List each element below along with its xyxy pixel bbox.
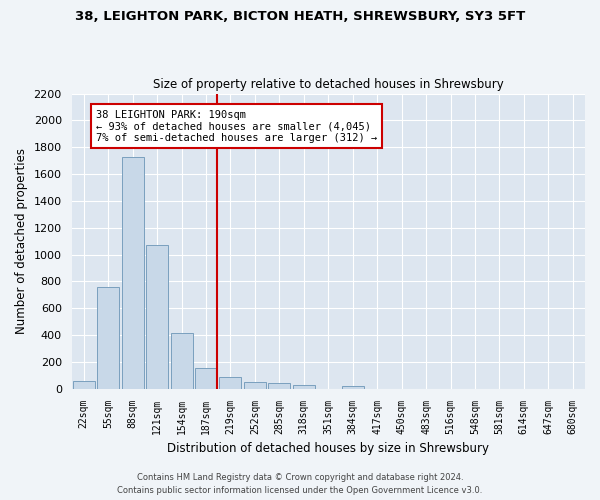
- Text: 38, LEIGHTON PARK, BICTON HEATH, SHREWSBURY, SY3 5FT: 38, LEIGHTON PARK, BICTON HEATH, SHREWSB…: [75, 10, 525, 23]
- Bar: [244, 382, 266, 388]
- Bar: [73, 382, 95, 388]
- Bar: [170, 333, 193, 388]
- Text: 38 LEIGHTON PARK: 190sqm
← 93% of detached houses are smaller (4,045)
7% of semi: 38 LEIGHTON PARK: 190sqm ← 93% of detach…: [96, 110, 377, 143]
- Bar: [146, 245, 168, 388]
- Bar: [195, 368, 217, 388]
- Title: Size of property relative to detached houses in Shrewsbury: Size of property relative to detached ho…: [153, 78, 503, 91]
- Bar: [342, 386, 364, 388]
- Bar: [220, 378, 241, 388]
- Bar: [122, 156, 143, 388]
- Bar: [268, 383, 290, 388]
- Text: Contains HM Land Registry data © Crown copyright and database right 2024.
Contai: Contains HM Land Registry data © Crown c…: [118, 474, 482, 495]
- Bar: [97, 286, 119, 388]
- Bar: [293, 384, 315, 388]
- Y-axis label: Number of detached properties: Number of detached properties: [15, 148, 28, 334]
- X-axis label: Distribution of detached houses by size in Shrewsbury: Distribution of detached houses by size …: [167, 442, 489, 455]
